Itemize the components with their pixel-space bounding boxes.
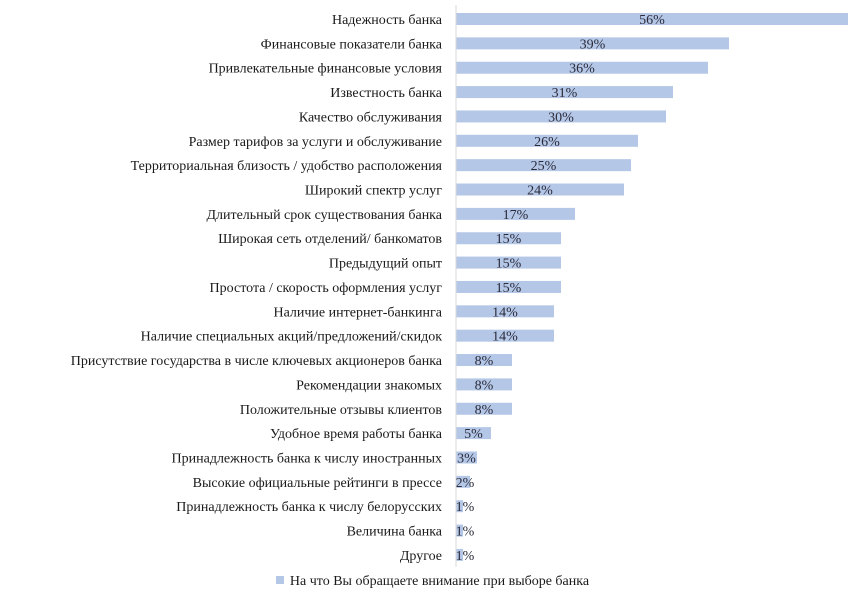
bar <box>456 402 512 415</box>
bar <box>456 524 463 537</box>
category-label: Размер тарифов за услуги и обслуживание <box>189 135 442 150</box>
bar <box>456 13 848 25</box>
data-label: 1% <box>456 549 475 564</box>
data-label: 36% <box>569 62 595 77</box>
bar <box>456 427 491 440</box>
bar <box>456 305 554 318</box>
legend: На что Вы обращаете внимание при выборе … <box>0 574 865 590</box>
category-label: Известность банка <box>330 86 443 101</box>
data-label: 14% <box>492 330 518 345</box>
bar <box>456 475 470 488</box>
data-label: 25% <box>531 159 557 174</box>
bar <box>456 548 463 561</box>
category-label: Удобное время работы банка <box>270 427 443 442</box>
data-label: 8% <box>475 354 494 369</box>
category-label: Наличие специальных акций/предложений/ск… <box>141 330 443 345</box>
category-label: Принадлежность банка к числу иностранных <box>172 451 442 466</box>
category-label: Присутствие государства в числе ключевых… <box>71 354 443 369</box>
data-label: 8% <box>475 378 494 393</box>
legend-label: На что Вы обращаете внимание при выборе … <box>289 574 590 589</box>
data-label: 24% <box>527 184 553 199</box>
bar <box>456 61 708 74</box>
bar <box>456 86 673 99</box>
category-label: Наличие интернет-банкинга <box>273 305 442 320</box>
bar <box>456 354 512 367</box>
category-label: Надежность банка <box>332 13 443 28</box>
data-label: 31% <box>552 86 578 101</box>
data-label: 15% <box>496 281 522 296</box>
data-label: 39% <box>580 37 606 52</box>
data-label: 3% <box>457 451 476 466</box>
data-label: 26% <box>534 135 560 150</box>
bar <box>456 256 561 269</box>
category-label: Длительный срок существования банка <box>206 208 442 223</box>
category-label: Территориальная близость / удобство расп… <box>131 159 443 174</box>
category-label: Величина банка <box>347 525 443 540</box>
bar <box>456 232 561 245</box>
category-label: Качество обслуживания <box>299 110 443 125</box>
legend-swatch <box>275 576 284 584</box>
bar <box>456 37 729 50</box>
category-label: Финансовые показатели банка <box>261 37 443 52</box>
data-label: 2% <box>456 476 475 491</box>
bar <box>456 207 575 220</box>
data-label: 14% <box>492 305 518 320</box>
data-label: 1% <box>456 525 475 540</box>
category-label: Другое <box>400 549 442 564</box>
data-label: 5% <box>464 427 483 442</box>
data-label: 8% <box>475 403 494 418</box>
data-label: 15% <box>496 232 522 247</box>
category-label: Рекомендации знакомых <box>296 378 442 393</box>
category-label: Предыдущий опыт <box>329 257 442 272</box>
category-label: Широкая сеть отделений/ банкоматов <box>218 232 442 247</box>
category-label: Широкий спектр услуг <box>305 184 442 199</box>
data-label: 15% <box>496 257 522 272</box>
bar <box>456 451 477 464</box>
bar <box>456 159 631 172</box>
bar-chart: Надежность банка 56% Финансовые показатели… <box>71 5 848 567</box>
bar <box>456 183 624 196</box>
data-label: 1% <box>456 500 475 515</box>
bar <box>456 378 512 391</box>
data-label: 17% <box>503 208 529 223</box>
category-label: Принадлежность банка к числу белорусских <box>176 500 442 515</box>
category-label: Простота / скорость оформления услуг <box>210 281 443 296</box>
bar <box>456 329 554 342</box>
data-label: 30% <box>548 110 574 125</box>
bar <box>456 500 463 513</box>
data-label: 56% <box>639 13 665 28</box>
category-label: Высокие официальные рейтинги в прессе <box>193 476 442 491</box>
bar <box>456 134 638 147</box>
category-label: Положительные отзывы клиентов <box>240 403 443 418</box>
category-label: Привлекательные финансовые условия <box>209 62 443 77</box>
bar <box>456 110 666 123</box>
bar <box>456 280 561 293</box>
